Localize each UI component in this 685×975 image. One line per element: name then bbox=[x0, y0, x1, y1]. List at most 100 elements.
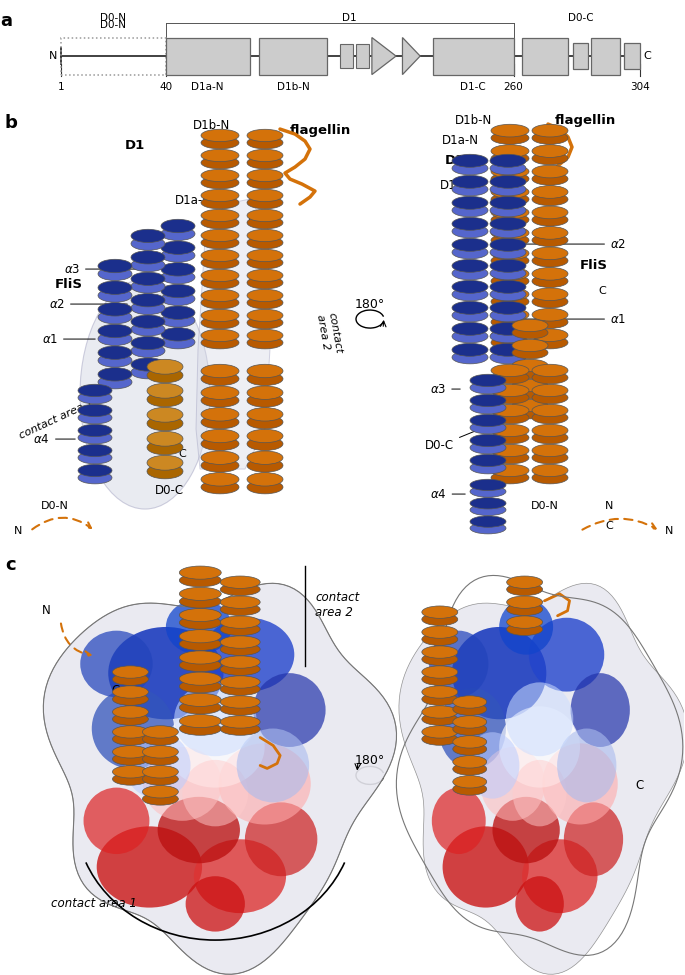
Ellipse shape bbox=[174, 682, 256, 757]
Ellipse shape bbox=[422, 706, 458, 719]
Ellipse shape bbox=[201, 149, 239, 162]
Ellipse shape bbox=[490, 330, 526, 343]
Ellipse shape bbox=[491, 451, 529, 464]
Ellipse shape bbox=[247, 277, 283, 289]
Ellipse shape bbox=[247, 451, 283, 464]
Ellipse shape bbox=[92, 688, 174, 769]
Ellipse shape bbox=[507, 616, 543, 628]
Text: N: N bbox=[665, 526, 673, 536]
Ellipse shape bbox=[491, 132, 529, 144]
Ellipse shape bbox=[470, 516, 506, 527]
Ellipse shape bbox=[247, 256, 283, 269]
Ellipse shape bbox=[490, 323, 526, 335]
Ellipse shape bbox=[221, 623, 260, 636]
Ellipse shape bbox=[201, 309, 239, 322]
Ellipse shape bbox=[98, 310, 132, 324]
Ellipse shape bbox=[201, 372, 239, 385]
Ellipse shape bbox=[201, 156, 239, 169]
Ellipse shape bbox=[432, 788, 486, 854]
Ellipse shape bbox=[422, 685, 458, 698]
Ellipse shape bbox=[112, 685, 149, 698]
Ellipse shape bbox=[125, 732, 190, 799]
Ellipse shape bbox=[201, 429, 239, 443]
Text: D1-C: D1-C bbox=[248, 214, 277, 227]
Ellipse shape bbox=[491, 288, 529, 300]
Ellipse shape bbox=[532, 432, 568, 444]
Ellipse shape bbox=[247, 250, 283, 261]
Ellipse shape bbox=[470, 486, 506, 497]
Polygon shape bbox=[399, 583, 685, 974]
Ellipse shape bbox=[491, 193, 529, 206]
Ellipse shape bbox=[512, 359, 548, 371]
Ellipse shape bbox=[453, 775, 487, 788]
Ellipse shape bbox=[491, 295, 529, 308]
Ellipse shape bbox=[78, 451, 112, 464]
Text: D0-N: D0-N bbox=[101, 20, 126, 30]
Ellipse shape bbox=[532, 214, 568, 226]
Text: C: C bbox=[112, 684, 120, 697]
Ellipse shape bbox=[179, 651, 221, 664]
Ellipse shape bbox=[201, 317, 239, 329]
Text: D1: D1 bbox=[445, 154, 465, 167]
Ellipse shape bbox=[515, 877, 564, 931]
Ellipse shape bbox=[221, 644, 260, 655]
Ellipse shape bbox=[201, 451, 239, 464]
Ellipse shape bbox=[453, 783, 487, 796]
Text: 40: 40 bbox=[160, 82, 173, 92]
Ellipse shape bbox=[470, 374, 506, 387]
Ellipse shape bbox=[131, 229, 165, 243]
Bar bbox=[623, 43, 640, 69]
Text: 304: 304 bbox=[630, 82, 650, 92]
Bar bbox=[340, 44, 353, 68]
Ellipse shape bbox=[438, 688, 506, 769]
Ellipse shape bbox=[161, 270, 195, 284]
Ellipse shape bbox=[491, 432, 529, 444]
Ellipse shape bbox=[179, 573, 221, 587]
Ellipse shape bbox=[490, 301, 526, 314]
Ellipse shape bbox=[422, 673, 458, 685]
Ellipse shape bbox=[247, 336, 283, 349]
Ellipse shape bbox=[470, 497, 506, 509]
Ellipse shape bbox=[84, 788, 149, 854]
Ellipse shape bbox=[247, 372, 283, 385]
Ellipse shape bbox=[201, 229, 239, 242]
Ellipse shape bbox=[512, 760, 566, 827]
Text: flagellin: flagellin bbox=[290, 124, 351, 137]
Ellipse shape bbox=[490, 309, 526, 322]
Ellipse shape bbox=[490, 267, 526, 280]
Ellipse shape bbox=[429, 631, 488, 697]
Ellipse shape bbox=[131, 237, 165, 251]
Ellipse shape bbox=[453, 736, 487, 748]
Ellipse shape bbox=[179, 693, 221, 707]
Ellipse shape bbox=[422, 693, 458, 705]
Ellipse shape bbox=[179, 701, 221, 714]
Ellipse shape bbox=[98, 375, 132, 389]
Ellipse shape bbox=[112, 706, 149, 719]
Ellipse shape bbox=[247, 408, 283, 421]
Ellipse shape bbox=[532, 165, 568, 177]
Ellipse shape bbox=[491, 267, 529, 280]
Text: flagellin: flagellin bbox=[555, 114, 616, 127]
Ellipse shape bbox=[491, 173, 529, 185]
Ellipse shape bbox=[131, 272, 165, 286]
Ellipse shape bbox=[490, 196, 526, 210]
Ellipse shape bbox=[522, 839, 597, 914]
Ellipse shape bbox=[179, 587, 221, 601]
Text: D1b-N: D1b-N bbox=[193, 119, 230, 132]
Ellipse shape bbox=[491, 464, 529, 477]
Ellipse shape bbox=[506, 682, 573, 757]
Ellipse shape bbox=[201, 459, 239, 472]
Ellipse shape bbox=[161, 241, 195, 254]
Ellipse shape bbox=[147, 392, 183, 407]
Text: D1: D1 bbox=[342, 13, 357, 22]
Ellipse shape bbox=[147, 440, 183, 454]
Ellipse shape bbox=[247, 156, 283, 169]
Bar bbox=[573, 43, 588, 69]
Ellipse shape bbox=[201, 415, 239, 429]
Ellipse shape bbox=[221, 576, 260, 588]
Text: FliS: FliS bbox=[55, 278, 83, 291]
Polygon shape bbox=[196, 199, 270, 469]
Ellipse shape bbox=[491, 152, 529, 165]
Ellipse shape bbox=[161, 306, 195, 320]
Text: $\alpha$4: $\alpha$4 bbox=[430, 488, 465, 500]
